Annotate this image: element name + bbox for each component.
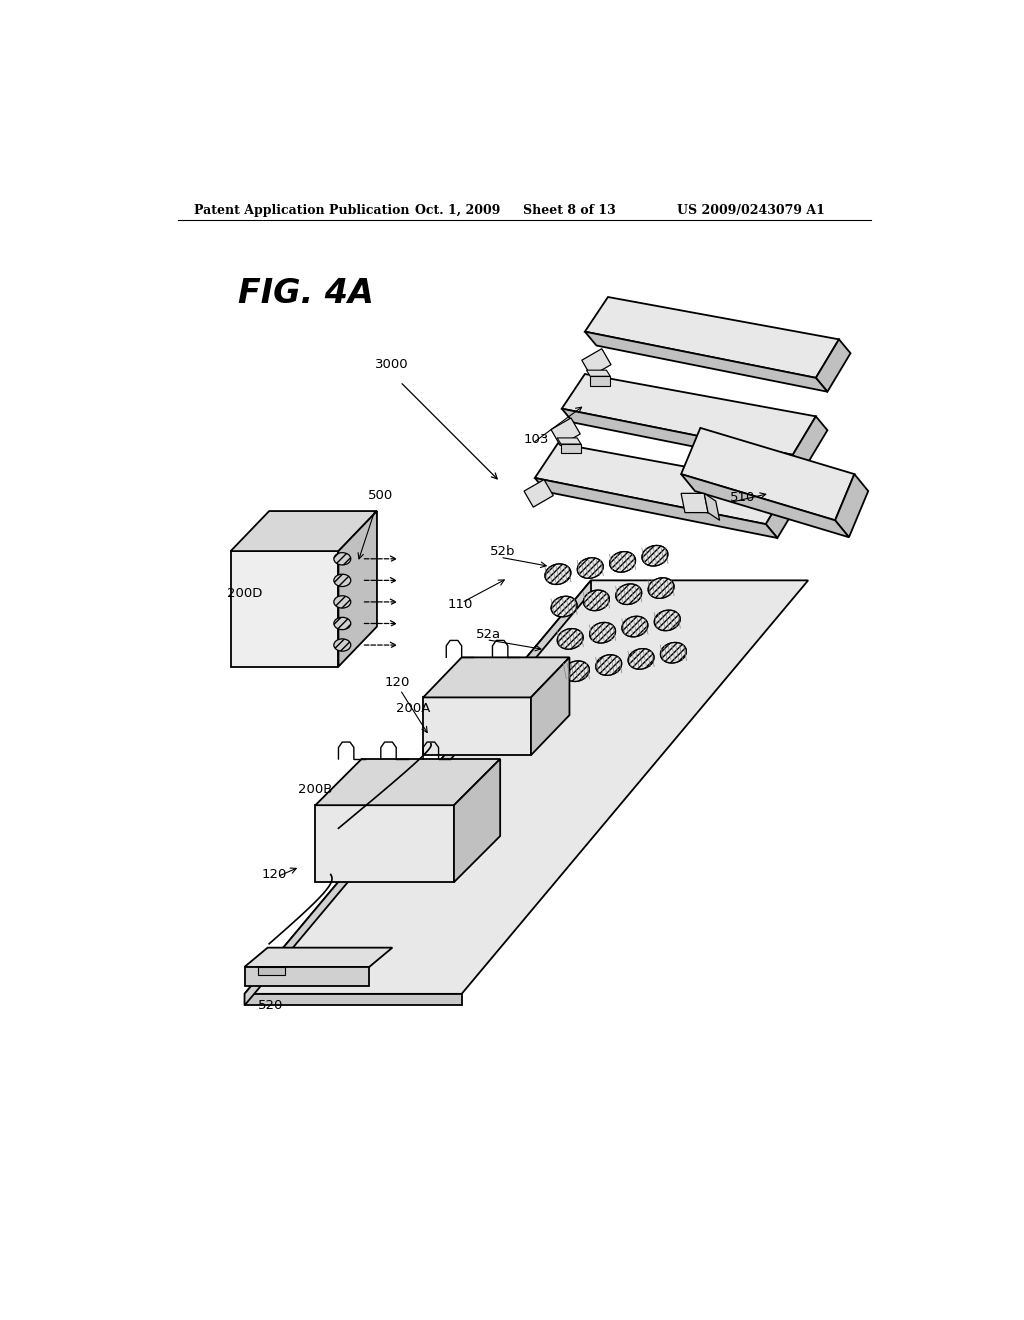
- Ellipse shape: [660, 643, 686, 663]
- Ellipse shape: [622, 616, 648, 636]
- Ellipse shape: [557, 628, 583, 649]
- Text: Sheet 8 of 13: Sheet 8 of 13: [523, 205, 616, 218]
- Text: 52a: 52a: [475, 628, 501, 640]
- Polygon shape: [339, 511, 377, 667]
- Ellipse shape: [615, 583, 642, 605]
- Ellipse shape: [596, 655, 622, 676]
- Ellipse shape: [648, 578, 674, 598]
- Polygon shape: [245, 966, 370, 986]
- Text: 200B: 200B: [298, 783, 333, 796]
- Ellipse shape: [622, 616, 648, 636]
- Ellipse shape: [551, 597, 577, 616]
- Polygon shape: [582, 348, 611, 376]
- Ellipse shape: [563, 661, 589, 681]
- Ellipse shape: [578, 558, 603, 578]
- Ellipse shape: [654, 610, 680, 631]
- Text: 120: 120: [261, 869, 287, 880]
- Polygon shape: [705, 494, 720, 520]
- Polygon shape: [535, 444, 788, 524]
- Polygon shape: [836, 474, 868, 537]
- Polygon shape: [681, 494, 708, 512]
- Ellipse shape: [551, 597, 577, 616]
- Ellipse shape: [590, 623, 615, 643]
- Polygon shape: [816, 339, 851, 392]
- Text: US 2009/0243079 A1: US 2009/0243079 A1: [677, 205, 825, 218]
- Polygon shape: [562, 374, 816, 455]
- Polygon shape: [423, 657, 569, 697]
- Text: 510: 510: [730, 491, 755, 504]
- Polygon shape: [258, 966, 285, 974]
- Polygon shape: [551, 418, 581, 446]
- Polygon shape: [245, 948, 392, 966]
- Polygon shape: [585, 331, 827, 392]
- Ellipse shape: [334, 595, 351, 609]
- Polygon shape: [245, 994, 462, 1006]
- Ellipse shape: [654, 610, 680, 631]
- Ellipse shape: [628, 648, 654, 669]
- Ellipse shape: [628, 648, 654, 669]
- Polygon shape: [524, 479, 553, 507]
- Polygon shape: [561, 444, 581, 453]
- Polygon shape: [681, 428, 854, 520]
- Text: 500: 500: [368, 490, 393, 502]
- Polygon shape: [423, 697, 531, 755]
- Text: 200D: 200D: [226, 587, 262, 601]
- Text: Oct. 1, 2009: Oct. 1, 2009: [416, 205, 501, 218]
- Polygon shape: [230, 511, 377, 552]
- Polygon shape: [315, 805, 454, 882]
- Polygon shape: [590, 376, 610, 385]
- Text: 103: 103: [523, 433, 549, 446]
- Ellipse shape: [642, 545, 668, 566]
- Ellipse shape: [563, 661, 589, 681]
- Polygon shape: [230, 552, 339, 667]
- Ellipse shape: [334, 639, 351, 651]
- Text: 520: 520: [258, 999, 283, 1012]
- Polygon shape: [585, 297, 839, 378]
- Ellipse shape: [596, 655, 622, 676]
- Polygon shape: [557, 438, 581, 444]
- Text: 120: 120: [385, 676, 410, 689]
- Polygon shape: [766, 486, 801, 539]
- Text: Patent Application Publication: Patent Application Publication: [194, 205, 410, 218]
- Text: 52b: 52b: [490, 545, 516, 557]
- Polygon shape: [245, 581, 808, 994]
- Ellipse shape: [334, 553, 351, 565]
- Polygon shape: [531, 657, 569, 755]
- Text: 3000: 3000: [376, 358, 409, 371]
- Polygon shape: [454, 759, 500, 882]
- Ellipse shape: [609, 552, 636, 572]
- Polygon shape: [681, 474, 849, 537]
- Ellipse shape: [334, 574, 351, 586]
- Polygon shape: [245, 581, 591, 1006]
- Ellipse shape: [545, 564, 570, 585]
- Ellipse shape: [334, 618, 351, 630]
- Ellipse shape: [648, 578, 674, 598]
- Polygon shape: [535, 478, 777, 539]
- Text: 200A: 200A: [396, 702, 430, 715]
- Ellipse shape: [642, 545, 668, 566]
- Polygon shape: [315, 759, 500, 805]
- Ellipse shape: [584, 590, 609, 611]
- Ellipse shape: [660, 643, 686, 663]
- Ellipse shape: [545, 564, 570, 585]
- Ellipse shape: [609, 552, 636, 572]
- Ellipse shape: [615, 583, 642, 605]
- Ellipse shape: [584, 590, 609, 611]
- Polygon shape: [562, 409, 804, 469]
- Text: 110: 110: [447, 598, 473, 611]
- Ellipse shape: [578, 558, 603, 578]
- Polygon shape: [793, 416, 827, 469]
- Polygon shape: [587, 370, 610, 376]
- Ellipse shape: [590, 623, 615, 643]
- Ellipse shape: [557, 628, 583, 649]
- Text: FIG. 4A: FIG. 4A: [239, 277, 374, 310]
